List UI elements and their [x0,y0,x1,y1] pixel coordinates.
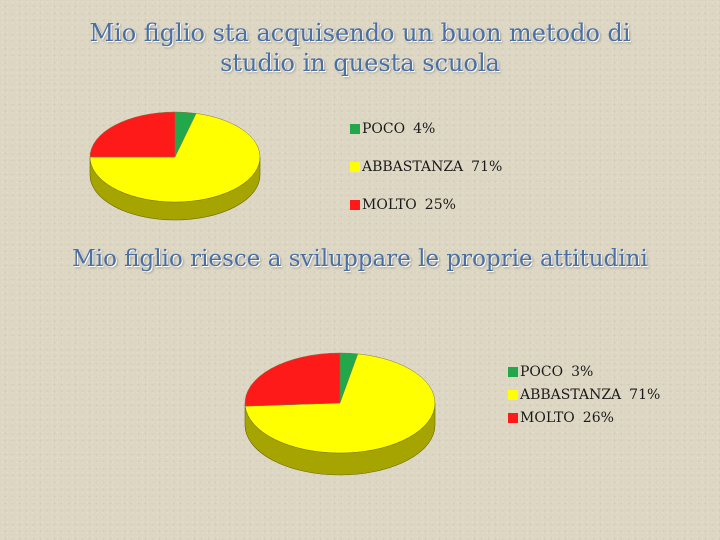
legend-swatch-abbastanza [508,390,518,400]
legend-value: 26% [582,410,614,426]
chart-1-title: Mio figlio sta acquisendo un buon metodo… [0,18,720,78]
chart-2-title-line-1: Mio figlio riesce a sviluppare le propri… [72,246,648,272]
legend-label: ABBASTANZA [362,159,464,175]
pie-chart-2 [244,352,436,476]
legend-value: 71% [629,387,661,403]
chart-1-title-line-1: Mio figlio sta acquisendo un buon metodo… [89,19,631,47]
legend-label: MOLTO [520,410,575,426]
legend-item-molto: MOLTO 25% [350,195,502,215]
pie-slice-abbastanza [244,353,436,454]
legend-label: POCO [520,364,564,380]
legend-item-abbastanza: ABBASTANZA 71% [350,157,502,177]
chart-1-title-line-2: studio in questa scuola [220,49,500,77]
pie-slice-abbastanza [89,113,261,203]
legend-swatch-molto [508,413,518,423]
legend-label: MOLTO [362,197,417,213]
chart-2-title: Mio figlio riesce a sviluppare le propri… [0,244,720,274]
legend-label: POCO [362,121,406,137]
legend-item-poco: POCO 3% [508,362,660,382]
chart-2-legend: POCO 3% ABBASTANZA 71% MOLTO 26% [508,362,660,431]
legend-swatch-poco [350,124,360,134]
legend-swatch-poco [508,367,518,377]
pie-slice-molto [244,352,341,407]
legend-value: 25% [424,197,456,213]
pie-slice-molto [89,111,176,158]
legend-item-poco: POCO 4% [350,119,502,139]
legend-item-molto: MOLTO 26% [508,408,660,428]
legend-label: ABBASTANZA [520,387,622,403]
chart-1-legend: POCO 4% ABBASTANZA 71% MOLTO 25% [350,119,502,233]
legend-swatch-abbastanza [350,162,360,172]
legend-value: 4% [413,121,436,137]
pie-chart-1 [89,111,261,221]
legend-value: 71% [471,159,503,175]
legend-item-abbastanza: ABBASTANZA 71% [508,385,660,405]
legend-swatch-molto [350,200,360,210]
legend-value: 3% [571,364,594,380]
